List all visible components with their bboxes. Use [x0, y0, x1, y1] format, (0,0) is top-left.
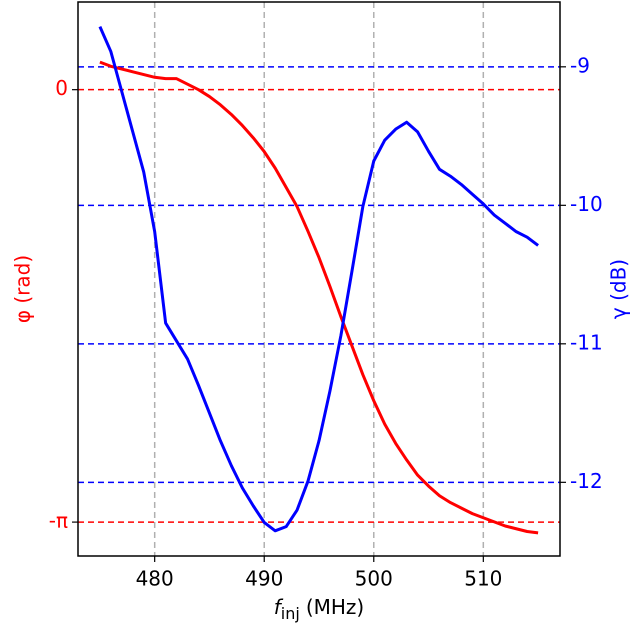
x-tick-label: 480 [136, 567, 174, 591]
y2-axis-label: γ (dB) [607, 259, 631, 319]
y-tick-label: 0 [55, 76, 68, 100]
series-line [98, 26, 539, 533]
y-axis-label: φ (rad) [11, 255, 35, 323]
x-axis-label: finj (MHz) [274, 595, 364, 623]
x-label-subscript: inj [281, 604, 300, 623]
y-tick-label: -π [49, 509, 68, 533]
series-line [99, 60, 539, 535]
plot-frame [77, 1, 561, 557]
x-label-symbol: f [274, 595, 284, 619]
x-tick-label: 490 [245, 567, 283, 591]
y2-tick-label: -11 [570, 330, 603, 354]
x-label-unit: (MHz) [306, 595, 364, 619]
x-tick-label: 510 [464, 567, 502, 591]
y2-tick-label: -12 [570, 469, 603, 493]
x-tick-label: 500 [355, 567, 393, 591]
y2-tick-label: -10 [570, 192, 603, 216]
y2-tick-label: -9 [570, 53, 590, 77]
